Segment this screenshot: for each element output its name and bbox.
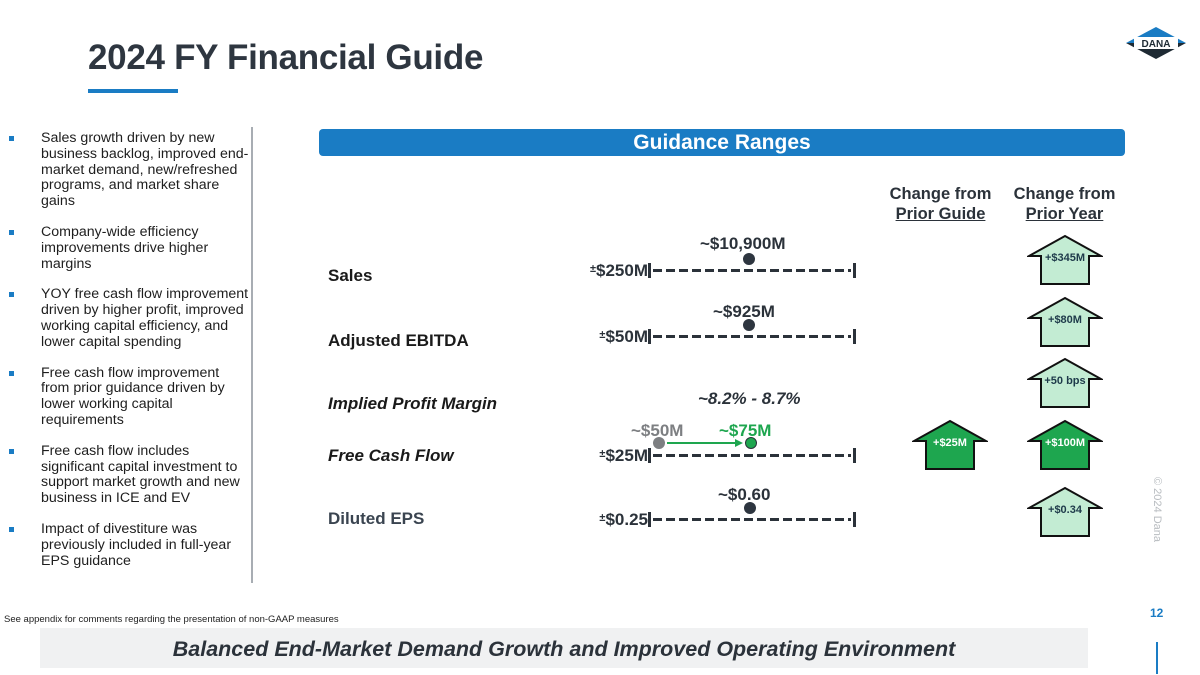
bullet-item: Sales growth driven by new business back…: [5, 130, 250, 210]
dana-logo: DANA: [1125, 26, 1187, 60]
eps-marker-dot: [744, 502, 756, 514]
bullet-square-icon: [5, 366, 41, 429]
bullet-square-icon: [5, 287, 41, 350]
up-arrow-icon-eps-prior-year: +$0.34: [1027, 486, 1103, 538]
vertical-divider: [251, 127, 253, 583]
bullet-item: Free cash flow improvement from prior gu…: [5, 365, 250, 429]
fcf-marker-dot: [745, 437, 757, 449]
bullet-item: Impact of divestiture was previously inc…: [5, 521, 250, 569]
up-arrow-icon-fcf-prior-year: +$100M: [1027, 419, 1103, 471]
fcf-prior-marker-dot: [653, 437, 665, 449]
column-header-prior-year: Change from Prior Year: [1013, 185, 1116, 223]
bullet-item: Free cash flow includes significant capi…: [5, 443, 250, 507]
page-title: 2024 FY Financial Guide: [88, 38, 484, 77]
up-arrow-icon-sales-prior-year: +$345M: [1027, 234, 1103, 286]
bullet-square-icon: [5, 522, 41, 569]
sales-range-label: ±$250M: [589, 261, 648, 280]
sales-marker-dot: [743, 253, 755, 265]
fcf-shift-arrow-icon: [667, 439, 743, 447]
fcf-prior-value: ~$50M: [631, 421, 684, 440]
bullet-square-icon: [5, 131, 41, 210]
page-indicator-bar: [1156, 642, 1158, 674]
column-header-prior-guide: Change from Prior Guide: [889, 185, 992, 223]
footnote: See appendix for comments regarding the …: [4, 614, 339, 625]
ebitda-range-bar: ±$50M: [540, 327, 860, 351]
eps-range-bar: ±$0.25: [540, 510, 860, 534]
tagline-banner: Balanced End-Market Demand Growth and Im…: [40, 628, 1088, 668]
fcf-range-bar: ±$25M: [540, 446, 860, 470]
copyright-text: © 2024 Dana: [1151, 477, 1163, 542]
fcf-range-label: ±$25M: [599, 446, 648, 465]
row-label-sales: Sales: [328, 266, 373, 285]
eps-value: ~$0.60: [718, 485, 771, 504]
bullet-list: Sales growth driven by new business back…: [5, 130, 250, 584]
row-label-implied-profit-margin: Implied Profit Margin: [328, 394, 498, 413]
sales-range-bar: ±$250M: [540, 261, 860, 285]
title-underline: [88, 89, 178, 93]
guidance-banner: Guidance Ranges: [319, 129, 1125, 156]
fcf-value: ~$75M: [719, 421, 772, 440]
up-arrow-icon-margin-prior-year: +50 bps: [1027, 357, 1103, 409]
bullet-item: YOY free cash flow improvement driven by…: [5, 286, 250, 350]
sales-value: ~$10,900M: [700, 234, 786, 253]
ebitda-marker-dot: [743, 319, 755, 331]
bullet-item: Company-wide efficiency improvements dri…: [5, 224, 250, 272]
margin-value: ~8.2% - 8.7%: [698, 389, 801, 408]
row-label-diluted-eps: Diluted EPS: [328, 509, 425, 528]
ebitda-range-label: ±$50M: [599, 327, 648, 346]
page-number: 12: [1150, 606, 1164, 620]
ebitda-value: ~$925M: [713, 302, 775, 321]
svg-text:DANA: DANA: [1142, 39, 1171, 50]
up-arrow-icon-ebitda-prior-year: +$80M: [1027, 296, 1103, 348]
up-arrow-icon-fcf-prior-guide: +$25M: [912, 419, 988, 471]
row-label-free-cash-flow: Free Cash Flow: [328, 446, 454, 465]
row-label-adjusted-ebitda: Adjusted EBITDA: [328, 331, 469, 350]
bullet-square-icon: [5, 225, 41, 272]
eps-range-label: ±$0.25: [599, 510, 648, 529]
bullet-square-icon: [5, 444, 41, 507]
